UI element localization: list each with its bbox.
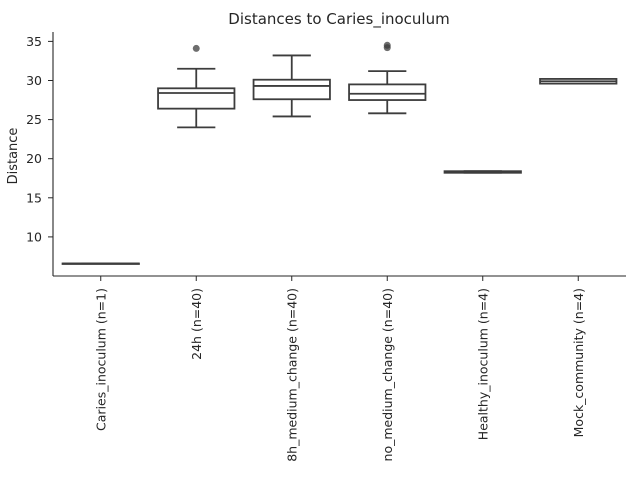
box-group [348, 41, 427, 115]
y-tick-label: 30 [26, 73, 42, 88]
box-series [61, 41, 618, 265]
y-axis-label: Distance [6, 128, 21, 185]
chart-title: Distances to Caries_inoculum [228, 10, 449, 29]
x-tick-label: 8h_medium_change (n=40) [284, 288, 299, 462]
x-tick-label: Mock_community (n=4) [571, 288, 586, 437]
box-iqr [157, 87, 236, 110]
box-group [252, 54, 331, 118]
x-tick-label: 24h (n=40) [189, 288, 204, 360]
outlier-point [383, 41, 391, 49]
x-tick-label: Healthy_inoculum (n=4) [475, 288, 490, 440]
box-group [443, 170, 522, 174]
y-tick-label: 35 [26, 34, 42, 49]
box-group [539, 78, 618, 85]
y-tick-label: 15 [26, 190, 42, 205]
y-axis-ticks: 10 15 20 25 30 35 [26, 34, 53, 244]
outlier-point [192, 44, 200, 52]
x-tick-label: Caries_inoculum (n=1) [93, 288, 108, 431]
box-group [157, 44, 236, 129]
y-tick-label: 25 [26, 112, 42, 127]
x-tick-label: no_medium_change (n=40) [380, 288, 395, 461]
y-tick-label: 10 [26, 229, 42, 244]
box-group [61, 262, 140, 265]
y-tick-label: 20 [26, 151, 42, 166]
box-iqr [252, 78, 331, 101]
box-iqr [348, 83, 427, 101]
x-axis-ticks: Caries_inoculum (n=1) 24h (n=40) 8h_medium… [93, 276, 586, 462]
